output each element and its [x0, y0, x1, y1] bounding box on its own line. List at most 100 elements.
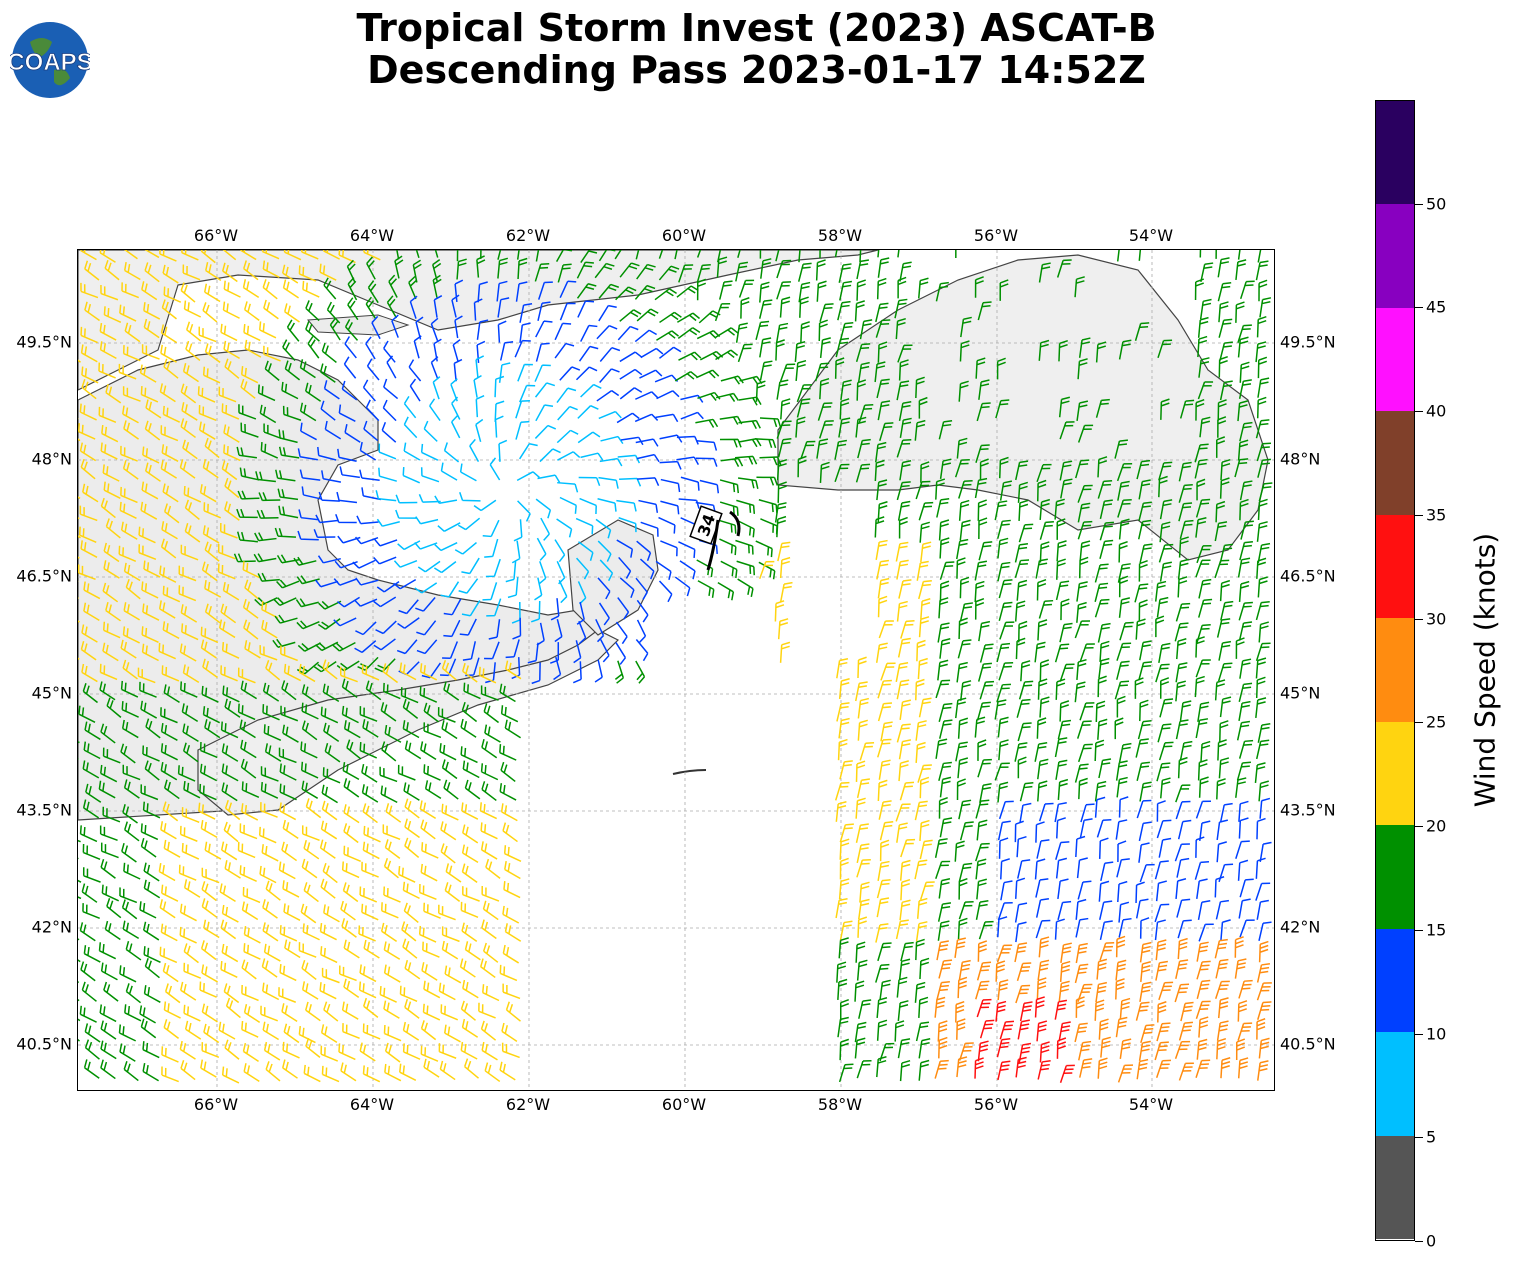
wind-barb [974, 1057, 984, 1079]
wind-barb [1237, 1022, 1253, 1041]
wind-barb [78, 526, 97, 544]
wind-barb [102, 621, 121, 639]
wind-barb [1255, 419, 1270, 439]
wind-barb [774, 600, 785, 622]
wind-barb [759, 250, 769, 259]
wind-barb [502, 944, 520, 964]
wind-barb [500, 705, 519, 723]
wind-barb [678, 541, 696, 558]
wind-barb [876, 1019, 888, 1041]
wind-barb [719, 415, 743, 425]
wind-barb [875, 539, 888, 561]
wind-barb [78, 943, 81, 963]
wind-barb [432, 259, 442, 283]
wind-barb [461, 844, 479, 864]
wind-barb [1056, 817, 1066, 839]
wind-barb [1238, 800, 1249, 822]
wind-barb [241, 803, 259, 821]
wind-barb [441, 940, 459, 960]
wind-barb [856, 778, 871, 799]
colorbar-tick-label: 30 [1426, 609, 1447, 629]
wind-barb [779, 581, 793, 602]
wind-barb [556, 518, 573, 538]
coaps-logo: COAPS [7, 20, 93, 100]
wind-barb [674, 576, 691, 597]
wind-barb [224, 477, 240, 499]
wind-barb [634, 284, 656, 300]
lon-tick-top: 62°W [505, 226, 551, 245]
wind-barb [485, 858, 501, 879]
wind-barb [875, 319, 891, 338]
wind-barb [408, 275, 418, 300]
land-mass-north [78, 250, 879, 391]
wind-barb [1094, 999, 1105, 1021]
wind-barb [138, 544, 157, 561]
wind-barb [1238, 621, 1253, 641]
wind-barb [239, 467, 260, 481]
wind-barb [480, 822, 498, 840]
wind-barb [301, 858, 318, 879]
wind-barb [1214, 559, 1230, 579]
wind-barb [834, 357, 845, 379]
wind-barb [1155, 960, 1169, 981]
wind-barb [375, 620, 397, 635]
wind-barb [1197, 759, 1208, 781]
wind-barb [200, 250, 216, 264]
wind-barb [141, 281, 158, 301]
wind-barb [343, 720, 361, 739]
wind-barb [975, 980, 990, 1000]
wind-barb [498, 362, 511, 383]
wind-barb [143, 946, 161, 964]
wind-barb [714, 302, 731, 322]
wind-barb [202, 525, 220, 544]
wind-barb [1139, 699, 1149, 722]
wind-barb [759, 417, 782, 428]
wind-barb [443, 598, 462, 616]
wind-barb [402, 1021, 420, 1041]
wind-barb [240, 422, 259, 438]
wind-barb [1037, 678, 1048, 700]
wind-barb [619, 387, 643, 400]
wind-barb [1097, 480, 1113, 499]
wind-barb [1194, 675, 1205, 698]
wind-barb [302, 280, 320, 298]
wind-barb [1239, 919, 1255, 938]
wind-barb [1256, 442, 1272, 462]
wind-barb [180, 681, 198, 698]
wind-barb [1115, 978, 1125, 1000]
wind-barb [120, 445, 138, 462]
wind-barb [779, 363, 796, 382]
wind-barb [1035, 821, 1045, 843]
wind-barb [460, 1000, 476, 1021]
wind-barb [1195, 836, 1205, 858]
wind-barb [185, 340, 201, 362]
wind-barb [259, 321, 277, 339]
wind-barb [281, 1003, 298, 1023]
wind-barb [939, 719, 953, 739]
wind-barb [362, 1023, 381, 1040]
wind-barb [1216, 1037, 1227, 1060]
wind-barb [717, 581, 735, 601]
wind-barb [203, 283, 221, 303]
wind-barb [899, 460, 912, 481]
wind-barb [461, 557, 480, 575]
wind-barb [384, 1042, 401, 1063]
wind-barb [1195, 498, 1211, 518]
wind-barb [260, 442, 279, 459]
wind-barb [554, 322, 572, 341]
wind-barb [119, 304, 137, 322]
wind-barb [1017, 722, 1032, 742]
wind-barb [383, 886, 401, 903]
wind-barb [244, 640, 261, 659]
wind-barb [1258, 482, 1273, 502]
wind-barb [339, 466, 360, 479]
wind-barb [1116, 695, 1126, 718]
wind-barb [1256, 521, 1268, 542]
wind-barb [550, 598, 560, 621]
colorbar-segment [1376, 101, 1414, 205]
wind-barb [1035, 878, 1049, 898]
wind-barb [141, 581, 159, 599]
wind-barb [1059, 1064, 1075, 1083]
wind-barb [499, 744, 517, 761]
wind-barb [896, 723, 911, 743]
